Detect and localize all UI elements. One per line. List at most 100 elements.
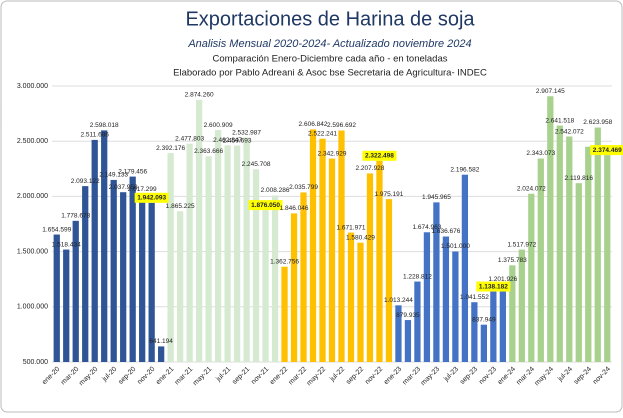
- data-label: 2.196.582: [450, 166, 479, 173]
- bar: [195, 99, 203, 362]
- bar: [442, 236, 450, 362]
- y-tick-label: 500.000: [23, 359, 48, 366]
- data-label: 2.024.072: [517, 185, 546, 192]
- data-label: 2.035.799: [289, 184, 318, 191]
- y-tick-label: 2.500.000: [17, 138, 48, 145]
- bar: [328, 158, 336, 362]
- data-label: 2.606.842: [299, 121, 328, 128]
- bar: [148, 202, 155, 362]
- data-label: 1.501.000: [441, 243, 470, 250]
- label-highlight: [590, 145, 623, 156]
- bar: [72, 220, 79, 362]
- bar: [414, 281, 421, 362]
- bar: [556, 125, 563, 362]
- data-label: 2.037.958: [109, 184, 138, 191]
- y-tick-label: 1.000.000: [17, 304, 48, 311]
- data-label: 1.876.050: [251, 202, 280, 209]
- bar: [205, 156, 212, 362]
- data-label: 2.459.693: [223, 137, 252, 144]
- bar: [604, 155, 611, 362]
- data-label: 2.542.072: [555, 128, 584, 135]
- data-label: 1.518.434: [52, 241, 81, 248]
- subtitle: Elaborado por Pablo Adreani & Asoc bse S…: [173, 68, 487, 79]
- bar: [91, 139, 98, 362]
- bar: [347, 232, 355, 362]
- bar: [357, 242, 364, 362]
- bar: [214, 130, 222, 362]
- data-label: 1.942.093: [137, 195, 166, 202]
- bar: [101, 130, 108, 362]
- bar: [566, 136, 573, 362]
- bar: [53, 234, 60, 362]
- bar: [281, 266, 288, 362]
- bar: [480, 324, 487, 362]
- data-label: 2.093.122: [71, 178, 100, 185]
- bar: [233, 145, 241, 362]
- y-tick-label: 1.500.000: [17, 248, 48, 255]
- data-label: 1.865.225: [166, 203, 195, 210]
- data-label: 1.013.244: [384, 297, 413, 304]
- bar: [461, 174, 469, 362]
- bar: [423, 232, 431, 362]
- data-label: 2.343.073: [526, 150, 555, 157]
- bar: [338, 130, 345, 362]
- bar: [594, 127, 601, 362]
- bar: [243, 137, 250, 362]
- bar: [404, 320, 412, 362]
- chart-title: Exportaciones de Harina de soja: [185, 8, 475, 30]
- bar: [290, 213, 298, 362]
- label-highlight: [476, 281, 511, 292]
- data-label: 1.517.972: [507, 241, 536, 248]
- data-label: 1.778.678: [61, 213, 90, 220]
- data-label: 2.017.299: [128, 186, 157, 193]
- data-label: 837.949: [472, 316, 496, 323]
- data-label: 2.008.286: [261, 187, 290, 194]
- bar: [82, 186, 89, 362]
- data-label: 879.935: [396, 312, 420, 319]
- data-label: 1.375.783: [498, 257, 527, 264]
- data-label: 1.228.812: [403, 273, 432, 280]
- data-label: 2.149.133: [99, 172, 128, 179]
- bar: [528, 193, 535, 362]
- bar: [120, 192, 127, 362]
- data-label: 2.342.929: [318, 150, 347, 157]
- bar: [433, 202, 440, 362]
- bar: [585, 146, 592, 362]
- bar: [252, 169, 260, 362]
- data-label: 1.041.552: [460, 294, 489, 301]
- bar: [385, 199, 393, 362]
- bar: [471, 302, 478, 362]
- data-label: 2.600.909: [204, 122, 233, 129]
- data-label: 1.975.191: [374, 191, 403, 198]
- data-label: 2.598.018: [90, 122, 119, 129]
- data-label: 2.207.928: [356, 165, 385, 172]
- bar: [186, 143, 193, 362]
- bar: [319, 138, 326, 362]
- bar: [158, 346, 165, 362]
- bar: [139, 194, 146, 362]
- label-highlight: [134, 192, 169, 203]
- data-label: 2.392.176: [156, 145, 185, 152]
- data-label: 1.674.963: [412, 224, 441, 231]
- data-label: 2.245.708: [242, 161, 271, 168]
- data-label: 2.874.260: [185, 92, 214, 99]
- data-label: 1.654.599: [42, 226, 71, 233]
- data-label: 1.138.182: [479, 283, 508, 290]
- data-label: 2.623.958: [583, 119, 612, 126]
- data-label: 2.374.469: [593, 147, 622, 154]
- subtitle: Analisis Mensual 2020-2024- Actualizado …: [187, 38, 471, 50]
- data-label: 2.641.518: [545, 117, 574, 124]
- label-highlight: [362, 150, 397, 161]
- bar: [575, 183, 582, 362]
- data-label: 2.596.692: [327, 122, 356, 129]
- data-label: 2.907.145: [536, 88, 565, 95]
- bar: [262, 210, 269, 362]
- data-label: 2.462.847: [213, 137, 242, 144]
- bar: [309, 129, 317, 362]
- data-label: 1.671.971: [337, 224, 366, 231]
- bar: [537, 158, 544, 362]
- data-label: 2.522.241: [308, 130, 337, 137]
- data-label: 641.194: [149, 338, 173, 345]
- data-label: 2.179.456: [118, 168, 147, 175]
- bar: [110, 179, 117, 362]
